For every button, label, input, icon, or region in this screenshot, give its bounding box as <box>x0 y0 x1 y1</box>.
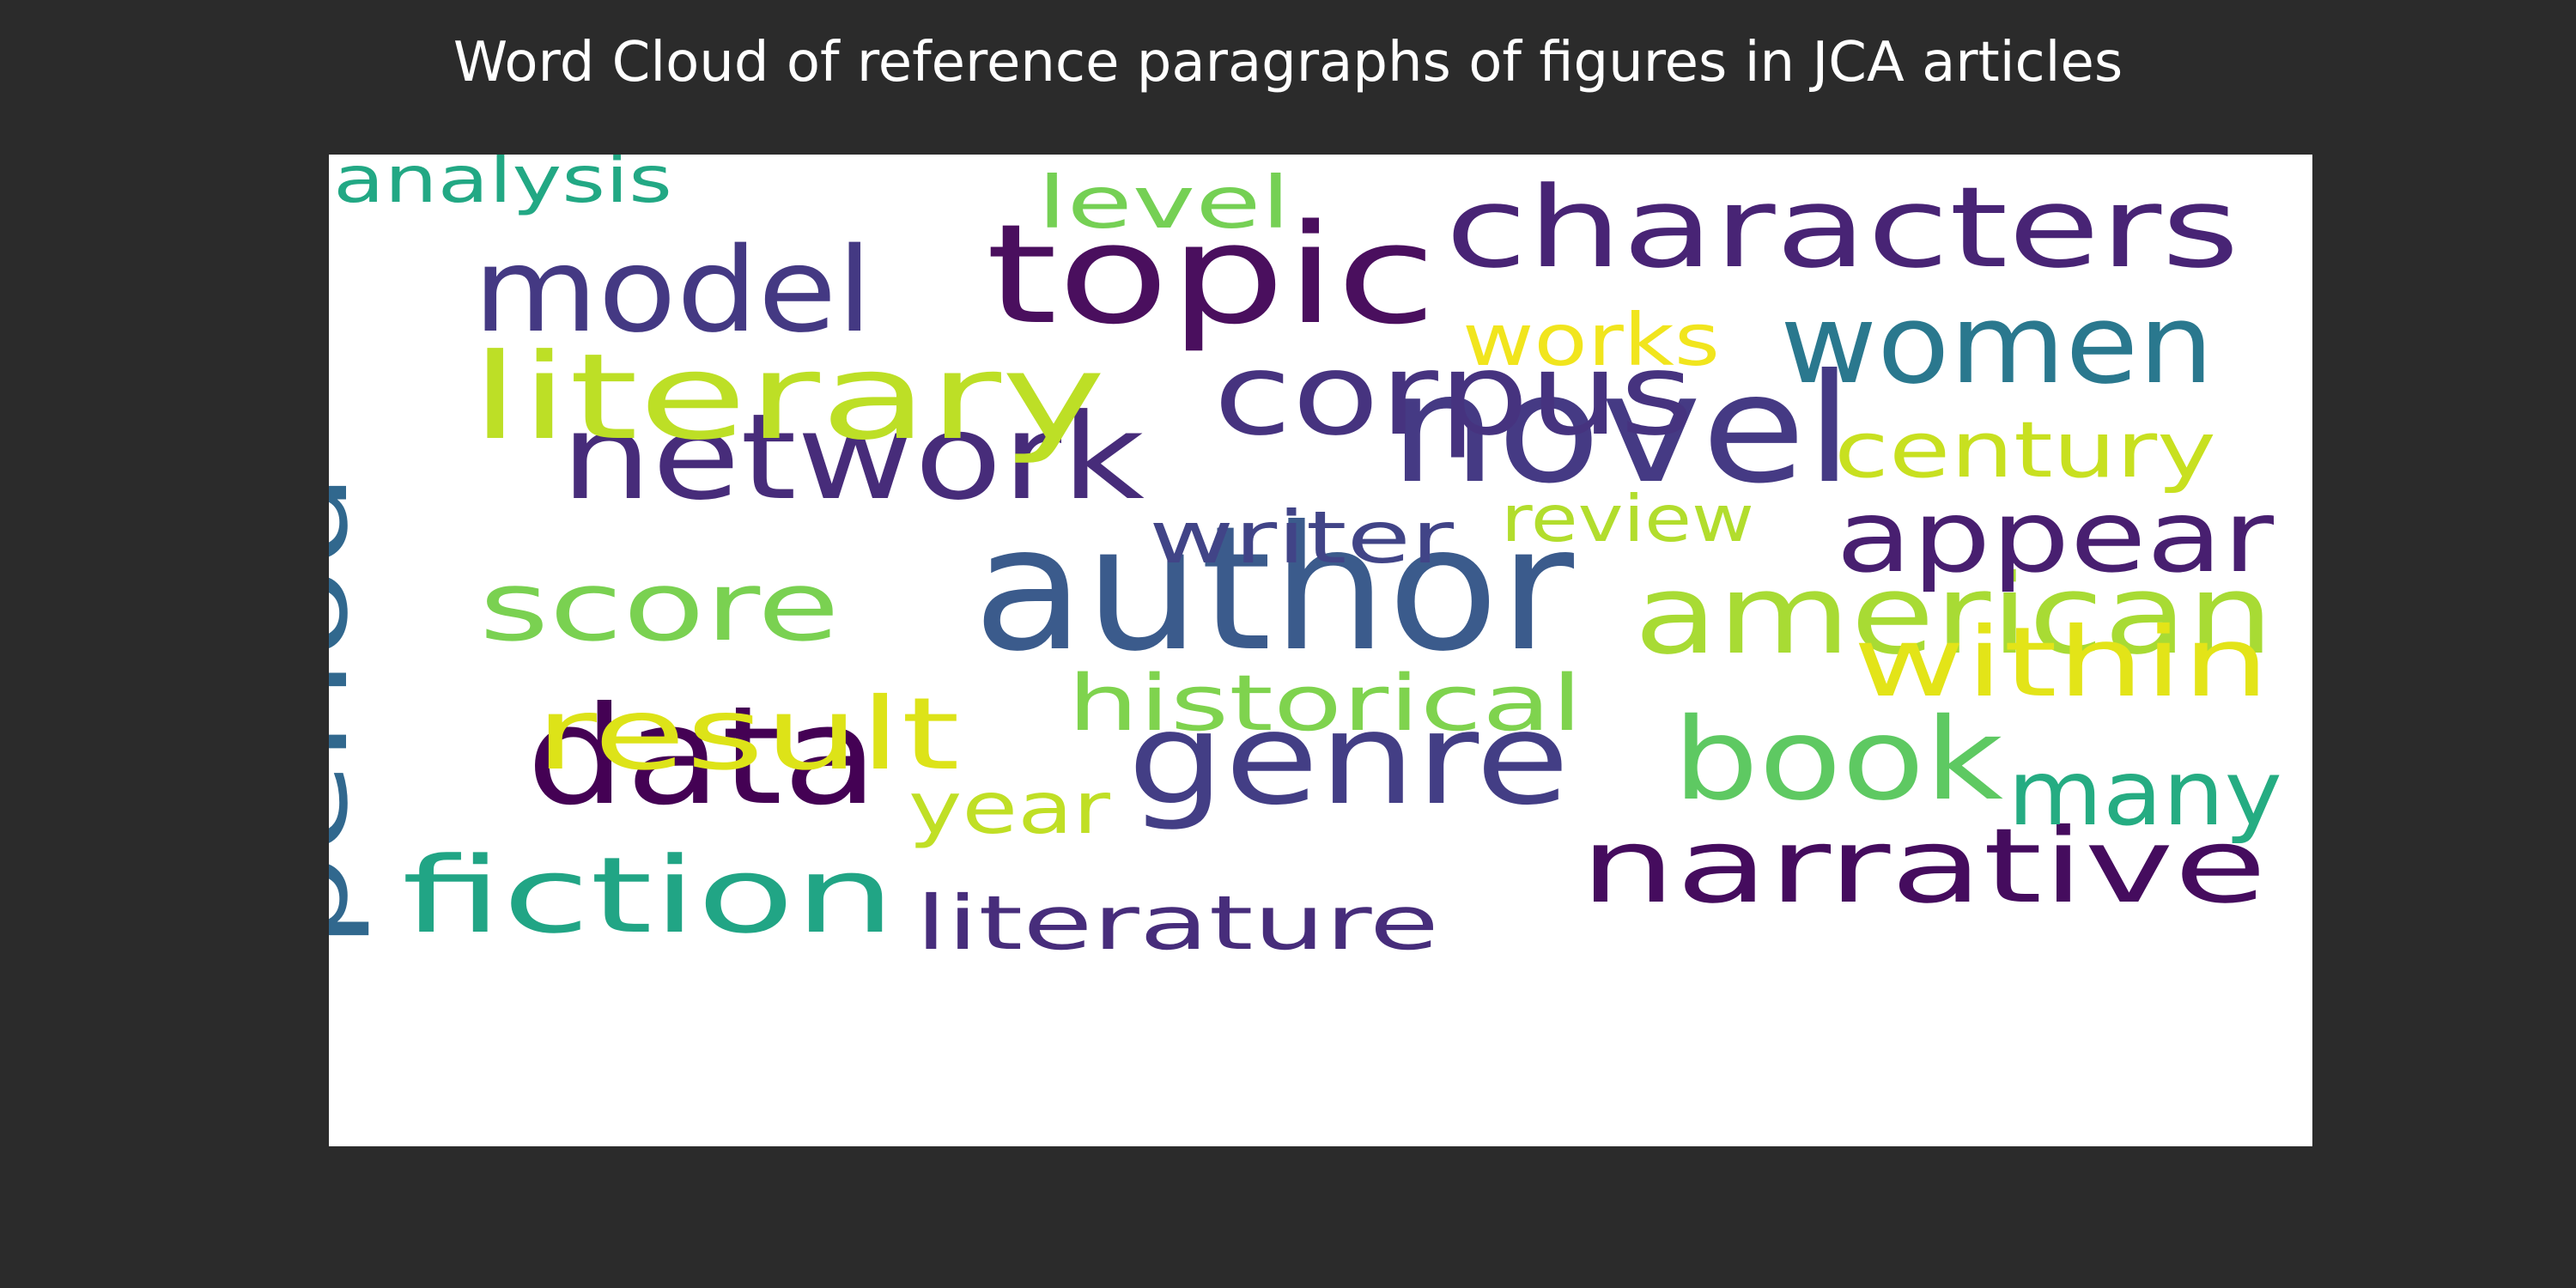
word-cloud-panel: author novel topic genre data network characte… <box>329 155 2312 1146</box>
word-author: author <box>973 489 1575 690</box>
word-level: level <box>1037 161 1291 245</box>
word-network: network <box>561 388 1145 526</box>
word-year: year <box>908 766 1111 850</box>
word-literary: literary <box>471 328 1106 466</box>
word-book: book <box>1673 694 2004 826</box>
word-novel: novel <box>1389 343 1853 517</box>
word-literature: literature <box>915 879 1439 967</box>
word-analysis: analysis <box>333 155 672 217</box>
word-characters: characters <box>1445 162 2239 293</box>
word-review: review <box>1501 481 1754 556</box>
word-works: works <box>1462 298 1720 382</box>
word-score: score <box>479 551 840 663</box>
word-data: data <box>526 677 878 835</box>
word-fiction: fiction <box>402 835 896 957</box>
word-genre: genre <box>1127 685 1570 833</box>
word-historical: historical <box>1067 659 1583 749</box>
word-appear: appear <box>1836 479 2274 595</box>
word-narrative: narrative <box>1580 807 2267 927</box>
word-model: model <box>473 223 872 359</box>
word-writer: writer <box>1149 495 1455 580</box>
word-topic: topic <box>986 194 1437 355</box>
word-period: period <box>329 472 372 949</box>
word-women: women <box>1780 281 2214 409</box>
word-corpus: corpus <box>1213 329 1694 461</box>
word-century: century <box>1834 405 2216 495</box>
chart-title: Word Cloud of reference paragraphs of fi… <box>453 31 2123 94</box>
word-result: result <box>535 677 960 793</box>
word-within: within <box>1853 607 2269 719</box>
word-many: many <box>2008 741 2282 846</box>
word-american: american <box>1634 551 2274 679</box>
